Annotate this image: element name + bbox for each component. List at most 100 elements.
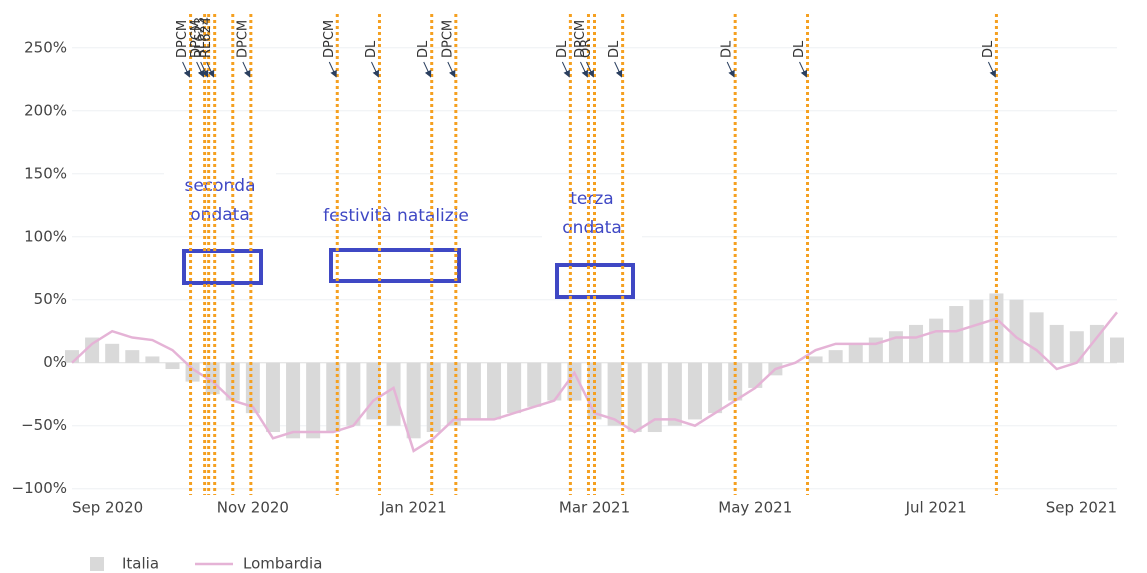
annotation: RL624	[199, 17, 214, 58]
box	[329, 248, 461, 283]
y-tick-label: −50%	[21, 416, 67, 434]
x-tick-label: Jan 2021	[380, 499, 447, 517]
bar	[386, 362, 401, 426]
bar	[446, 362, 461, 426]
annotation: DL	[607, 40, 622, 58]
annotation: DPCM	[235, 20, 250, 58]
bar	[1049, 324, 1064, 363]
annotation: DPCM	[440, 20, 455, 58]
bar	[1110, 337, 1124, 363]
x-tick-label: Nov 2020	[217, 499, 289, 517]
bar	[85, 337, 100, 363]
bar	[708, 362, 723, 414]
bar	[949, 306, 964, 363]
bar	[748, 362, 763, 388]
bar	[265, 362, 280, 433]
label-bg	[542, 184, 642, 242]
bar	[125, 350, 140, 363]
bar	[547, 362, 562, 401]
bar	[687, 362, 702, 420]
bar	[466, 362, 481, 420]
y-tick-label: 200%	[24, 101, 67, 119]
annotation: DL	[364, 40, 379, 58]
annotation: DL	[555, 40, 570, 58]
y-tick-label: 0%	[43, 353, 67, 371]
bar	[1069, 331, 1084, 363]
box-label: ondata	[562, 218, 621, 238]
annotation: OR	[579, 39, 594, 58]
bar	[527, 362, 542, 407]
annotation-arrow	[987, 61, 996, 78]
annotation: DL	[792, 40, 807, 58]
bar	[105, 343, 120, 363]
box-label: festività natalizie	[323, 206, 469, 226]
x-tick-label: Sep 2021	[1046, 499, 1117, 517]
box-label: ondata	[190, 205, 249, 225]
annotation-arrow	[799, 61, 808, 78]
bar	[808, 356, 823, 363]
annotation: DPCM	[322, 20, 337, 58]
y-tick-label: 250%	[24, 38, 67, 56]
legend-label: Lombardia	[243, 555, 322, 573]
annotation-arrow	[561, 61, 570, 78]
bar	[929, 318, 944, 363]
annotation: DPCM	[175, 20, 190, 58]
bar	[828, 350, 843, 363]
bar	[286, 362, 301, 439]
bar	[507, 362, 522, 414]
bar	[647, 362, 662, 433]
bar	[487, 362, 502, 420]
annotation: DPCM	[189, 20, 204, 58]
box-label: seconda	[184, 176, 255, 196]
annotation-arrow	[586, 61, 595, 78]
bar	[848, 343, 863, 363]
bar	[326, 362, 341, 433]
y-tick-label: 50%	[34, 290, 67, 308]
box-label: terza	[570, 189, 613, 209]
annotation-arrow	[242, 61, 251, 78]
annotation: DPCM	[573, 20, 588, 58]
annotation-arrow	[447, 61, 456, 78]
bar	[567, 362, 582, 401]
legend-swatch	[90, 557, 104, 571]
annotation-arrow	[371, 61, 379, 78]
bar	[627, 362, 642, 433]
bar	[888, 331, 903, 363]
bar	[909, 324, 924, 363]
x-tick-label: May 2021	[718, 499, 792, 517]
annotation: DL	[720, 40, 735, 58]
bar	[145, 356, 160, 363]
annotation-arrow	[196, 61, 205, 78]
bar	[667, 362, 682, 426]
annotation-arrow	[328, 61, 337, 78]
x-tick-label: Sep 2020	[72, 499, 143, 517]
annotation: DL	[981, 40, 996, 58]
bar	[406, 362, 421, 439]
y-tick-label: −100%	[12, 479, 67, 497]
annotation-arrow	[726, 61, 735, 78]
annotation-arrow	[200, 61, 209, 78]
line	[71, 311, 1118, 453]
x-tick-label: Mar 2021	[559, 499, 630, 517]
bar	[1009, 299, 1024, 363]
bar	[607, 362, 622, 426]
bar	[346, 362, 361, 426]
label-bg	[164, 172, 276, 230]
y-tick-label: 150%	[24, 164, 67, 182]
legend-label: Italia	[122, 555, 159, 573]
annotation: DL	[416, 40, 431, 58]
box	[182, 249, 263, 285]
annotation-arrow	[423, 61, 432, 78]
x-tick-label: Jul 2021	[905, 499, 967, 517]
annotation: RL623	[193, 17, 208, 58]
bar	[969, 299, 984, 363]
annotation-arrow	[206, 61, 215, 78]
bar	[426, 362, 441, 433]
annotation-arrow	[182, 61, 191, 78]
bar	[165, 362, 180, 370]
bar	[1029, 312, 1044, 363]
annotation-arrow	[580, 61, 588, 78]
bar	[306, 362, 321, 439]
y-tick-label: 100%	[24, 227, 67, 245]
